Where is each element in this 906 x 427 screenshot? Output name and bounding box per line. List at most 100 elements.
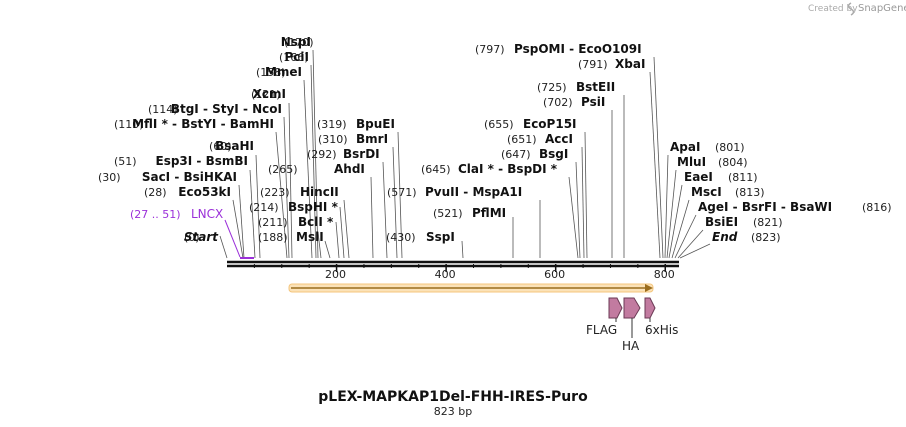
site-enzyme-label[interactable]: MmeI bbox=[265, 65, 302, 79]
site-position: (121) bbox=[251, 88, 281, 101]
site-enzyme-label[interactable]: MscI bbox=[691, 185, 722, 199]
site-enzyme-label[interactable]: Start bbox=[184, 230, 219, 244]
site-enzyme-label[interactable]: Eco53kI bbox=[178, 185, 231, 199]
site-leader bbox=[255, 154, 261, 259]
site-position: (166) bbox=[279, 51, 309, 64]
site-leader bbox=[219, 235, 228, 259]
site-position: (0) bbox=[184, 231, 200, 244]
ruler-tick-label: 200 bbox=[325, 268, 346, 281]
site-position: (310) bbox=[318, 133, 348, 146]
site-leader bbox=[649, 71, 661, 259]
site-leader bbox=[575, 161, 581, 259]
site-leader bbox=[677, 229, 704, 259]
site-enzyme-label[interactable]: HincII bbox=[300, 185, 339, 199]
site-leader bbox=[392, 146, 398, 259]
site-position: (645) bbox=[421, 163, 451, 176]
site-enzyme-label[interactable]: BpuEI bbox=[356, 117, 395, 131]
site-enzyme-label[interactable]: BtgI - StyI - NcoI bbox=[171, 102, 282, 116]
site-enzyme-label[interactable]: MluI bbox=[677, 155, 706, 169]
site-leader bbox=[238, 184, 245, 259]
site-position: (823) bbox=[751, 231, 781, 244]
site-enzyme-label[interactable]: PspOMI - EcoO109I bbox=[514, 42, 642, 56]
site-position: (811) bbox=[728, 171, 758, 184]
plasmid-length: 823 bp bbox=[434, 405, 472, 418]
site-leader bbox=[339, 206, 345, 259]
site-position: (804) bbox=[718, 156, 748, 169]
site-position: (265) bbox=[268, 163, 298, 176]
site-enzyme-label[interactable]: BsaHI bbox=[215, 139, 254, 153]
site-enzyme-label[interactable]: BstEII bbox=[576, 80, 615, 94]
site-enzyme-label[interactable]: PvuII - MspA1I bbox=[425, 185, 522, 199]
flag-feature-arrow[interactable] bbox=[608, 297, 623, 319]
ha-feature-arrow[interactable] bbox=[623, 297, 641, 319]
flag-label[interactable]: FLAG bbox=[586, 323, 617, 337]
site-enzyme-label[interactable]: ClaI * - BspDI * bbox=[458, 162, 558, 176]
site-position: (816) bbox=[862, 201, 892, 214]
site-position: (813) bbox=[735, 186, 765, 199]
site-enzyme-label[interactable]: EaeI bbox=[684, 170, 713, 184]
site-enzyme-label[interactable]: XbaI bbox=[615, 57, 645, 71]
orf-arrow-head-icon bbox=[645, 284, 653, 292]
6xhis-feature-arrow[interactable] bbox=[644, 297, 656, 319]
site-enzyme-label[interactable]: AccI bbox=[545, 132, 573, 146]
site-position: (791) bbox=[578, 58, 608, 71]
site-position: (430) bbox=[386, 231, 416, 244]
site-leader bbox=[335, 221, 340, 259]
ha-label[interactable]: HA bbox=[622, 339, 640, 353]
site-enzyme-label[interactable]: End bbox=[712, 230, 738, 244]
site-position: (30) bbox=[98, 171, 121, 184]
site-leader bbox=[249, 169, 256, 259]
site-enzyme-label[interactable]: AhdI bbox=[334, 162, 365, 176]
site-enzyme-label[interactable]: BsrDI bbox=[343, 147, 380, 161]
6xhis-label[interactable]: 6xHis bbox=[645, 323, 678, 337]
site-position: (702) bbox=[543, 96, 573, 109]
site-enzyme-label[interactable]: EcoP15I bbox=[523, 117, 577, 131]
leader-lines bbox=[219, 49, 711, 259]
site-position: (292) bbox=[307, 148, 337, 161]
site-leader bbox=[303, 79, 313, 259]
site-enzyme-label[interactable]: XcmI bbox=[253, 87, 286, 101]
site-enzyme-label[interactable]: PsiI bbox=[581, 95, 605, 109]
site-enzyme-label[interactable]: NspI bbox=[281, 35, 311, 49]
site-leader bbox=[679, 243, 711, 259]
site-enzyme-label[interactable]: PflMI bbox=[472, 206, 506, 220]
site-position: (521) bbox=[433, 207, 463, 220]
site-leader bbox=[664, 154, 669, 259]
site-enzyme-label[interactable]: SacI - BsiHKAI bbox=[142, 170, 237, 184]
site-enzyme-label[interactable]: MslI bbox=[296, 230, 324, 244]
ruler-tick-label: 800 bbox=[654, 268, 675, 281]
site-leader bbox=[568, 176, 579, 259]
site-position: (319) bbox=[317, 118, 347, 131]
site-position: (110) bbox=[114, 118, 144, 131]
site-position: (51) bbox=[114, 155, 137, 168]
site-position: (60) bbox=[209, 140, 232, 153]
site-position: (725) bbox=[537, 81, 567, 94]
site-enzyme-label[interactable]: ApaI bbox=[670, 140, 700, 154]
site-position: (571) bbox=[387, 186, 417, 199]
site-enzyme-label[interactable]: Esp3I - BsmBI bbox=[156, 154, 249, 168]
site-leader bbox=[461, 240, 464, 259]
site-position: (211) bbox=[258, 216, 288, 229]
site-leader bbox=[653, 56, 664, 259]
site-enzyme-label[interactable]: MflI * - BstYI - BamHI bbox=[132, 117, 274, 131]
site-enzyme-label[interactable]: BsgI bbox=[539, 147, 568, 161]
ruler-tick-label: 600 bbox=[544, 268, 565, 281]
site-position: (655) bbox=[484, 118, 514, 131]
site-position: (188) bbox=[258, 231, 288, 244]
site-enzyme-label[interactable]: BmrI bbox=[356, 132, 388, 146]
site-leader bbox=[288, 102, 293, 259]
site-position: (158) bbox=[256, 66, 286, 79]
site-enzyme-label[interactable]: BsiEI bbox=[705, 215, 738, 229]
site-enzyme-label[interactable]: AgeI - BsrFI - BsaWI bbox=[698, 200, 832, 214]
site-position: (170) bbox=[284, 36, 314, 49]
site-enzyme-label[interactable]: BspHI * bbox=[288, 200, 339, 214]
lncx-leader bbox=[224, 219, 241, 258]
site-enzyme-label[interactable]: BclI * bbox=[298, 215, 334, 229]
site-enzyme-label[interactable]: SspI bbox=[426, 230, 455, 244]
lncx-label[interactable]: LNCX bbox=[191, 207, 223, 221]
site-position: (651) bbox=[507, 133, 537, 146]
site-leader bbox=[397, 131, 403, 259]
site-enzyme-label[interactable]: PciI bbox=[285, 50, 310, 64]
